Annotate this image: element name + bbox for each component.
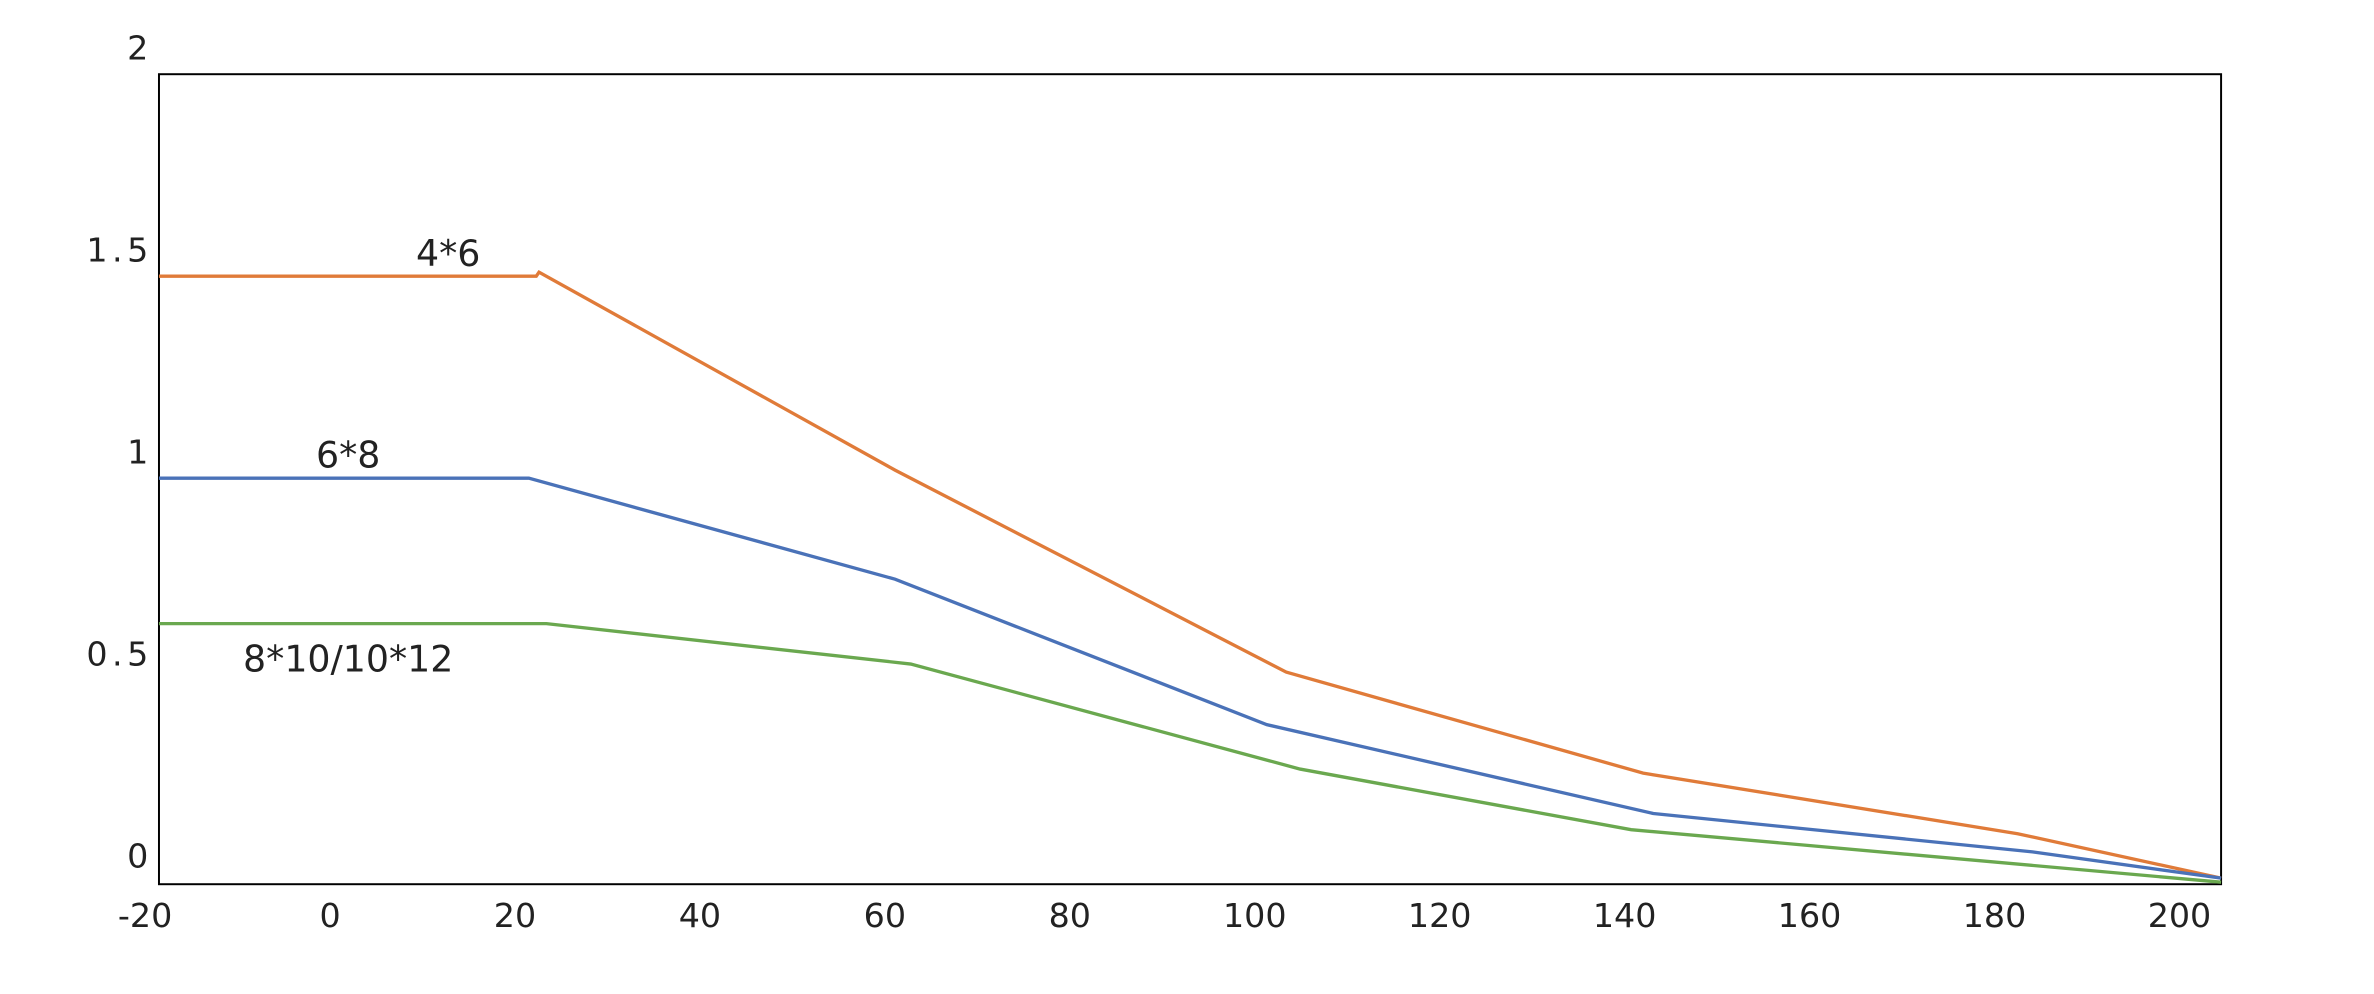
y-tick-label: 1.5 [86, 230, 153, 269]
y-tick-label: 0.5 [86, 634, 153, 673]
series-line [158, 476, 2222, 880]
series-line [158, 269, 2222, 880]
x-tick-label: 180 [1963, 896, 2027, 935]
x-tick-label: 40 [679, 896, 721, 935]
x-tick-label: 80 [1049, 896, 1091, 935]
y-tick-label: 2 [127, 28, 153, 67]
x-tick-label: 0 [319, 896, 340, 935]
x-tick-label: 100 [1223, 896, 1287, 935]
series-label: 4*6 [416, 232, 480, 275]
x-tick-label: 140 [1593, 896, 1657, 935]
x-tick-label: 60 [864, 896, 906, 935]
series-line [158, 621, 2222, 884]
y-tick-label: 0 [127, 836, 153, 875]
series-label: 6*8 [316, 433, 380, 476]
series-label: 8*10/10*12 [243, 638, 453, 681]
x-tick-label: 120 [1408, 896, 1472, 935]
x-tick-label: 160 [1778, 896, 1842, 935]
y-tick-label: 1 [127, 432, 153, 471]
x-tick-label: 200 [2148, 896, 2212, 935]
x-tick-label: -20 [118, 896, 172, 935]
x-tick-label: 20 [494, 896, 536, 935]
